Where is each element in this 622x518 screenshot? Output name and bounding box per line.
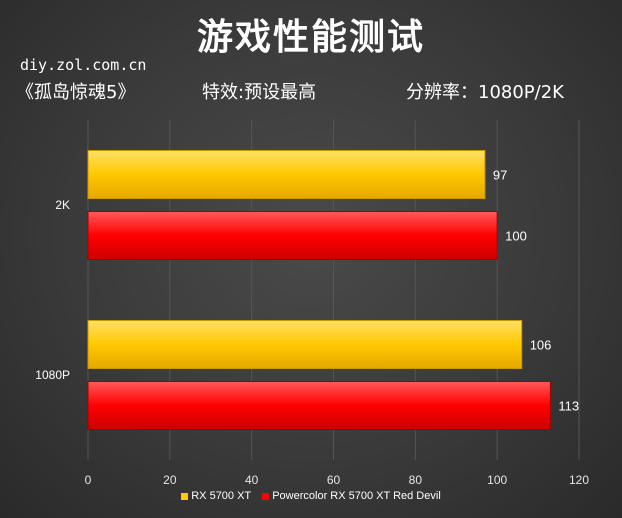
data-label: 113 (558, 399, 579, 414)
legend-label: Powercolor RX 5700 XT Red Devil (272, 490, 441, 502)
bars (87, 150, 551, 430)
x-tick-label: 40 (245, 473, 259, 487)
legend-item-yellow: RX 5700 XT (181, 490, 251, 502)
legend-item-red: Powercolor RX 5700 XT Red Devil (262, 490, 441, 502)
category-label: 1080P (35, 368, 70, 382)
bar (87, 381, 551, 430)
bar (87, 320, 523, 369)
data-label: 106 (530, 338, 552, 353)
resolution-setting: 分辨率：1080P/2K (406, 82, 564, 103)
x-tick-label: 100 (487, 473, 507, 487)
category-label: 2K (55, 198, 70, 212)
x-tick-label: 20 (163, 473, 177, 487)
legend-label: RX 5700 XT (191, 490, 252, 502)
legend-swatch-red (262, 492, 270, 500)
game-name: 《孤岛惊魂5》 (16, 82, 136, 103)
source-site: diy.zol.com.cn (20, 56, 147, 74)
data-label: 100 (505, 229, 527, 244)
labels: 0 20 40 60 80 100 120 97 100 2K 106 113 1080P (35, 168, 589, 488)
chart-title: 游戏性能测试 (196, 17, 425, 58)
data-label: 97 (493, 168, 507, 183)
effect-setting: 特效:预设最高 (202, 82, 317, 103)
legend-swatch-yellow (181, 492, 189, 500)
bar (87, 150, 486, 199)
x-tick-label: 120 (569, 473, 589, 487)
x-tick-label: 80 (409, 473, 423, 487)
x-tick-label: 60 (327, 473, 341, 487)
x-tick-label: 0 (85, 473, 92, 487)
bar (87, 211, 498, 260)
legend: RX 5700 XT Powercolor RX 5700 XT Red Dev… (0, 490, 622, 503)
